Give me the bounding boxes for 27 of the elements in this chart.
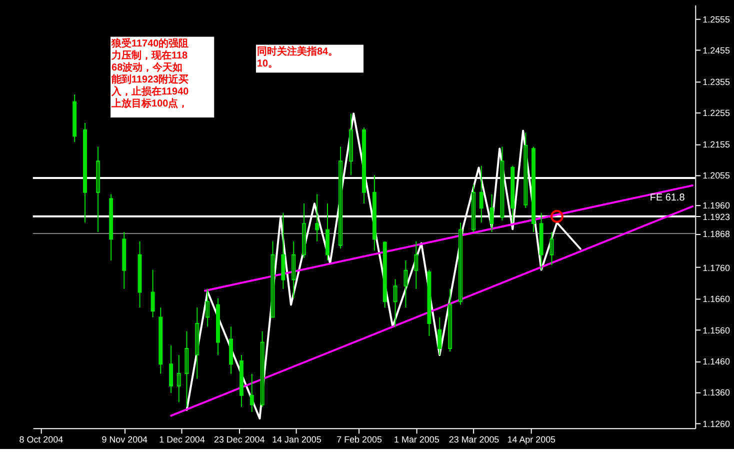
x-tick-label: 23 Mar 2005 [448,434,500,445]
annotation: 狼受11740的强阻力压制，现在11868波动，今天如能到11923附近买入，止损在11940上放目标100点， [110,38,190,110]
x-tick-label: 7 Feb 2005 [336,434,382,445]
x-tick-label: 14 Apr 2005 [507,434,556,445]
x-tick-label: 14 Jan 2005 [272,434,322,445]
x-tick-label: 9 Nov 2004 [102,434,148,445]
annotation: 同时关注美指84。10。 [256,46,338,70]
y-tick-label: 1.1960 [702,200,730,210]
y-tick-label: 1.2555 [702,14,730,24]
x-tick-label: 8 Oct 2004 [19,434,64,445]
y-tick-label: 1.1260 [702,418,730,429]
y-tick-label: 1.2355 [702,76,730,87]
x-tick-label: 1 Dec 2004 [159,434,205,445]
y-tick-label: 1.2455 [702,46,730,56]
y-tick-label: 1.2155 [702,139,730,150]
y-tick-label: 1.1460 [702,356,730,366]
x-tick-label: 1 Mar 2005 [394,434,440,445]
annotation: FE 61.8 [650,192,686,204]
y-tick-label: 1.2055 [702,170,730,181]
y-tick-label: 1.1560 [702,325,730,336]
y-tick-label: 1.1923 [702,212,730,222]
y-tick-label: 1.2255 [702,108,730,118]
x-tick-label: 23 Dec 2004 [214,434,265,445]
y-tick-label: 1.1360 [702,388,730,398]
y-tick-label: 1.1760 [702,262,730,273]
y-tick-label: 1.1660 [702,294,730,304]
y-tick-label: 1.1868 [702,229,730,240]
